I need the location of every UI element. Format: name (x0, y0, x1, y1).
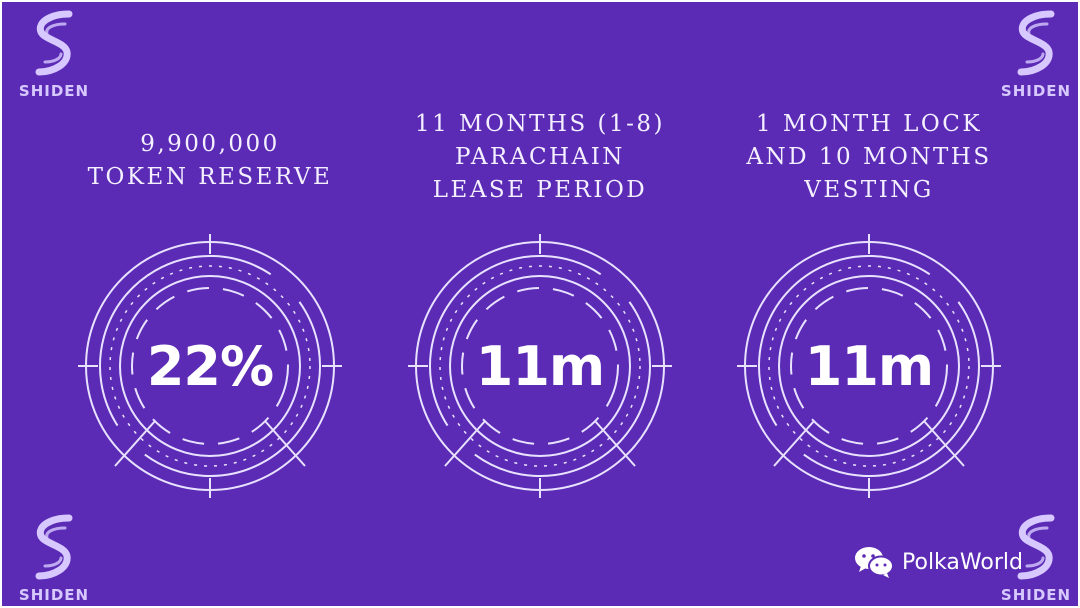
stat-heading: 11 MONTHS (1-8) PARACHAIN LEASE PERIOD (370, 108, 710, 207)
logo-bottom-right: SHIDEN (981, 512, 1078, 604)
heading-line: AND 10 MONTHS (746, 144, 992, 170)
shiden-s-logo-icon (35, 514, 73, 580)
stat-heading: 1 MONTH LOCK AND 10 MONTHS VESTING (699, 108, 1039, 207)
stat-lock-vesting: 1 MONTH LOCK AND 10 MONTHS VESTING 11m (699, 2, 1039, 606)
heading-line: 9,900,000 (140, 131, 280, 157)
logo-text: SHIDEN (18, 82, 90, 100)
polkaworld-watermark: PolkaWorld (854, 542, 1023, 582)
dial-ring-graphic (408, 234, 672, 498)
logo-text: SHIDEN (1000, 82, 1072, 100)
stat-heading: 9,900,000 TOKEN RESERVE (40, 128, 380, 194)
logo-bottom-left: SHIDEN (2, 512, 109, 604)
heading-line: PARACHAIN (455, 144, 625, 170)
stat-value: 22% (146, 335, 274, 398)
stat-value: 11m (475, 335, 605, 398)
logo-top-right: SHIDEN (981, 8, 1078, 100)
watermark-text: PolkaWorld (902, 549, 1023, 575)
heading-line: 11 MONTHS (1-8) (414, 111, 666, 137)
heading-line: 1 MONTH LOCK (755, 111, 983, 137)
logo-text: SHIDEN (18, 586, 90, 604)
stat-parachain-lease: 11 MONTHS (1-8) PARACHAIN LEASE PERIOD 1… (370, 2, 710, 606)
shiden-s-logo-icon (1017, 10, 1055, 76)
heading-line: VESTING (804, 177, 934, 203)
heading-line: TOKEN RESERVE (87, 164, 333, 190)
stat-value: 11m (804, 335, 934, 398)
dial-ring-graphic (737, 234, 1001, 498)
wechat-icon (855, 547, 894, 578)
stat-token-reserve: 9,900,000 TOKEN RESERVE 22% (40, 2, 380, 606)
shiden-s-logo-icon (1017, 514, 1055, 580)
dial-ring-graphic (78, 234, 342, 498)
shiden-s-logo-icon (35, 10, 73, 76)
logo-text: SHIDEN (1000, 586, 1072, 604)
heading-line: LEASE PERIOD (432, 177, 648, 203)
logo-top-left: SHIDEN (2, 8, 109, 100)
